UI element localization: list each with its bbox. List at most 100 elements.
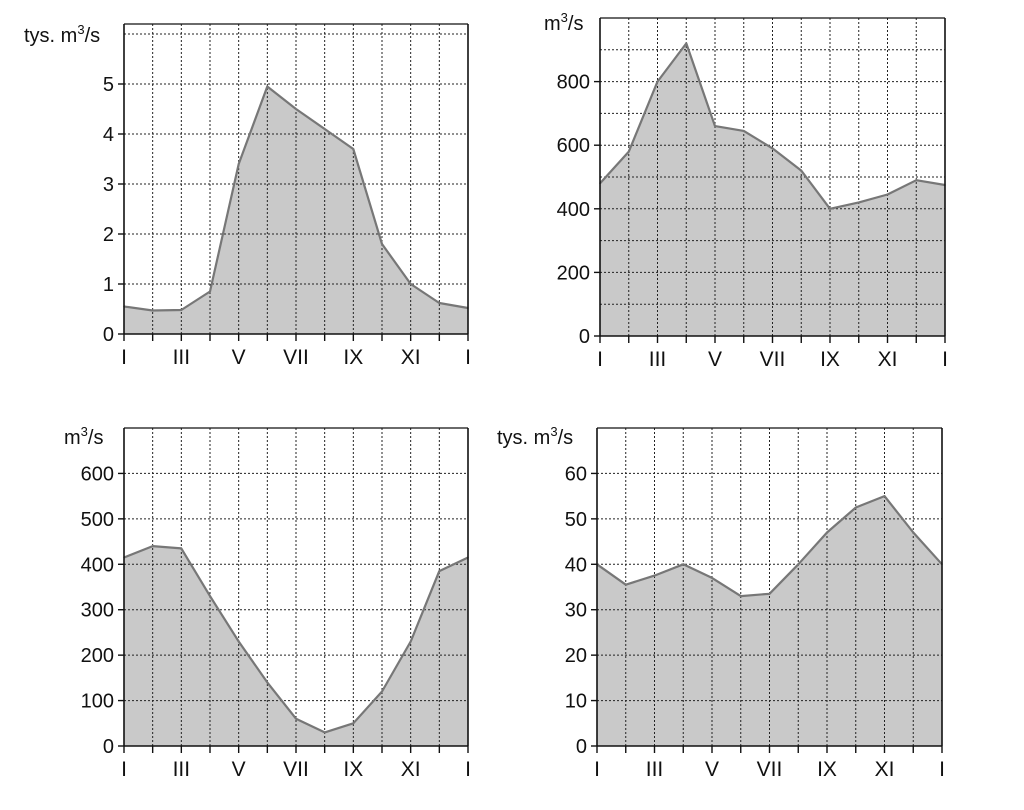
x-tick-label: IX — [817, 758, 837, 781]
grid — [597, 427, 942, 746]
x-tick-label: I — [942, 348, 948, 371]
y-tick-label: 600 — [81, 463, 114, 485]
y-axis-label-superscript: 3 — [81, 424, 88, 439]
data-point — [711, 577, 713, 579]
y-axis-label-main: tys. m — [24, 25, 77, 47]
y-tick-label: 0 — [103, 324, 114, 346]
x-tick-label: I — [121, 346, 127, 369]
x-tick-label: I — [465, 346, 471, 369]
data-point — [237, 163, 240, 165]
data-point — [768, 593, 771, 595]
y-tick-label: 50 — [565, 509, 587, 531]
data-point — [381, 690, 383, 693]
y-tick-label: 1 — [103, 274, 114, 296]
y-tick-label: 10 — [565, 691, 587, 713]
data-point — [800, 169, 803, 172]
y-tick-label: 60 — [565, 463, 587, 485]
y-axis-label-main: m — [544, 13, 561, 35]
data-point — [797, 563, 800, 566]
data-point — [915, 179, 918, 181]
data-point — [854, 506, 857, 509]
x-tick-label: XI — [875, 758, 895, 781]
x-tick-label: XI — [878, 348, 898, 371]
data-point — [381, 243, 383, 245]
data-point — [295, 108, 297, 110]
y-axis-label: tys. m3/s — [497, 424, 573, 449]
x-tick-label: III — [649, 348, 667, 371]
data-point — [685, 42, 688, 45]
x-tick-label: III — [173, 758, 191, 781]
x-tick-label: V — [232, 758, 246, 781]
y-axis-label-superscript: 3 — [561, 10, 568, 25]
y-axis-label-tail: /s — [85, 25, 101, 47]
y-tick-label: 400 — [81, 554, 114, 576]
x-tick-label: IX — [343, 758, 363, 781]
data-point — [295, 717, 297, 720]
y-axis-label-tail: /s — [568, 13, 584, 35]
data-point — [624, 583, 627, 586]
data-point — [886, 193, 889, 196]
x-tick-label: I — [594, 758, 600, 781]
y-tick-label: 400 — [557, 199, 590, 221]
grid — [124, 24, 468, 334]
data-point — [627, 150, 630, 153]
data-point — [829, 208, 831, 210]
x-tick-label: IX — [343, 346, 363, 369]
y-tick-label: 100 — [81, 691, 114, 713]
data-point — [883, 495, 886, 497]
y-axis-label: tys. m3/s — [24, 22, 100, 47]
y-tick-label: 600 — [557, 135, 590, 157]
y-axis-label: m3/s — [544, 10, 583, 35]
y-tick-label: 0 — [103, 736, 114, 758]
x-tick-label: I — [597, 348, 603, 371]
data-point — [323, 731, 326, 734]
x-tick-label: V — [708, 348, 722, 371]
y-tick-label: 40 — [565, 554, 587, 576]
y-tick-label: 30 — [565, 600, 587, 622]
y-axis-label-superscript: 3 — [77, 22, 84, 37]
y-axis-label: m3/s — [64, 424, 103, 449]
data-point — [266, 85, 269, 88]
data-point — [682, 563, 685, 566]
x-tick-label: I — [121, 758, 127, 781]
y-axis-label-tail: /s — [88, 427, 104, 449]
y-axis-label-main: tys. m — [497, 427, 550, 449]
data-point — [653, 574, 656, 577]
data-point — [739, 595, 742, 597]
y-tick-label: 200 — [557, 262, 590, 284]
data-point — [912, 531, 915, 534]
y-tick-label: 300 — [81, 600, 114, 622]
x-tick-label: VII — [283, 346, 309, 369]
data-point — [857, 201, 860, 204]
x-tick-label: III — [173, 346, 191, 369]
data-point — [742, 130, 745, 132]
y-tick-label: 20 — [565, 645, 587, 667]
data-point — [352, 722, 355, 725]
data-point — [151, 309, 154, 312]
data-point — [438, 302, 441, 304]
y-tick-label: 5 — [103, 74, 114, 96]
y-tick-label: 800 — [557, 72, 590, 94]
y-tick-label: 500 — [81, 509, 114, 531]
x-tick-label: XI — [401, 346, 421, 369]
y-tick-label: 4 — [103, 124, 114, 146]
y-tick-label: 0 — [576, 736, 587, 758]
grid — [124, 427, 468, 746]
y-tick-label: 2 — [103, 224, 114, 246]
x-tick-label: VII — [283, 758, 309, 781]
data-point — [209, 290, 211, 293]
data-point — [266, 681, 269, 684]
x-tick-label: IX — [820, 348, 840, 371]
data-point — [438, 570, 441, 572]
data-point — [826, 531, 828, 534]
data-point — [771, 147, 774, 150]
data-point — [151, 545, 154, 547]
x-tick-label: VII — [757, 758, 783, 781]
data-point — [209, 595, 211, 597]
